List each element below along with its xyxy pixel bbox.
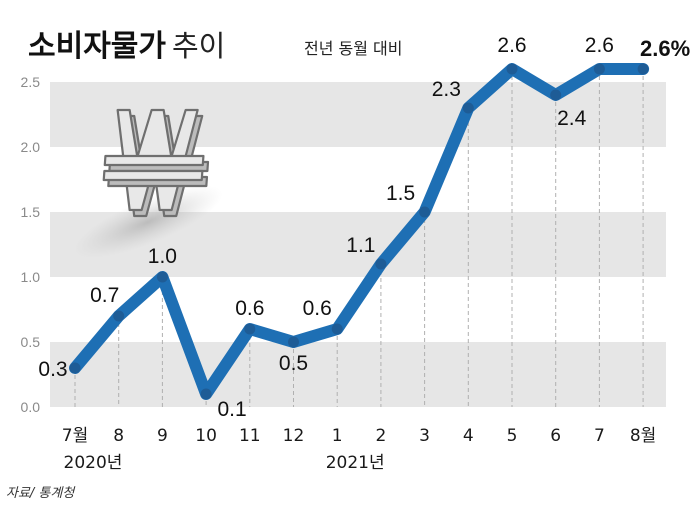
data-point	[506, 63, 518, 75]
x-tick-label: 4	[463, 426, 474, 446]
chart-title: 소비자물가 추이	[28, 29, 225, 64]
data-label: 0.3	[38, 358, 67, 381]
x-tick-label: 12	[283, 426, 305, 446]
x-axis-year-labels: 2020년 2021년	[64, 453, 385, 473]
data-point	[419, 206, 431, 218]
data-labels: 0.3 0.7 1.0 0.1 0.6 0.5 0.6 1.1 1.5 2.3 2.6 2.4 2.6 2…	[38, 34, 690, 421]
data-label: 2.6	[585, 34, 614, 57]
data-point	[331, 323, 343, 335]
y-axis-ticks: 0.0 0.5 1.0 1.5 2.0 2.5	[21, 74, 41, 415]
x-tick-label: 2	[375, 426, 386, 446]
data-label: 2.6	[497, 34, 526, 57]
data-label: 0.1	[217, 398, 246, 421]
data-point	[200, 388, 212, 400]
data-point	[156, 271, 168, 283]
data-point	[550, 89, 562, 101]
chart-subtitle: 전년 동월 대비	[304, 39, 403, 58]
data-point	[375, 258, 387, 270]
data-label: 1.1	[346, 234, 375, 257]
x-tick-label: 11	[239, 426, 261, 446]
x-year-label: 2021년	[326, 453, 385, 473]
x-tick-label: 7월	[62, 426, 88, 446]
y-tick-label: 0.5	[21, 334, 41, 350]
y-tick-label: 1.0	[21, 269, 41, 285]
x-tick-label: 8월	[630, 426, 656, 446]
x-axis-ticks: 7월 8 9 10 11 12 1 2 3 4 5 6 7 8월	[62, 426, 657, 446]
x-year-label: 2020년	[64, 453, 123, 473]
data-label: 2.6%	[640, 36, 690, 61]
data-point	[637, 63, 649, 75]
x-tick-label: 9	[157, 426, 168, 446]
x-tick-label: 7	[594, 426, 605, 446]
y-tick-label: 2.5	[21, 74, 41, 90]
series-polyline	[69, 63, 650, 400]
y-tick-label: 2.0	[21, 139, 41, 155]
x-tick-label: 1	[332, 426, 343, 446]
source-note: 자료/ 통계청	[6, 486, 76, 501]
data-label: 0.6	[303, 297, 332, 320]
series-line	[69, 63, 650, 400]
series-markers	[69, 63, 649, 400]
title-main: 소비자물가	[28, 29, 166, 64]
data-label: 0.6	[235, 297, 264, 320]
data-point	[244, 323, 256, 335]
title-suffix: 추이	[172, 29, 225, 63]
x-tick-label: 3	[419, 426, 430, 446]
data-label: 1.0	[148, 245, 177, 268]
data-point	[593, 63, 605, 75]
data-label: 2.4	[557, 107, 587, 130]
drop-lines	[74, 69, 644, 407]
y-tick-label: 1.5	[21, 204, 41, 220]
data-point	[69, 362, 81, 374]
won-sign-icon	[73, 108, 223, 259]
data-label: 2.3	[432, 78, 461, 101]
x-tick-label: 8	[113, 426, 124, 446]
x-tick-label: 10	[195, 426, 217, 446]
x-tick-label: 6	[550, 426, 561, 446]
y-tick-label: 0.0	[21, 399, 41, 415]
data-label: 0.7	[90, 284, 119, 307]
data-label: 0.5	[279, 352, 308, 375]
band	[50, 342, 666, 407]
data-label: 1.5	[386, 182, 415, 205]
data-point	[113, 310, 125, 322]
x-tick-label: 5	[507, 426, 518, 446]
data-point	[462, 102, 474, 114]
data-point	[288, 336, 299, 348]
